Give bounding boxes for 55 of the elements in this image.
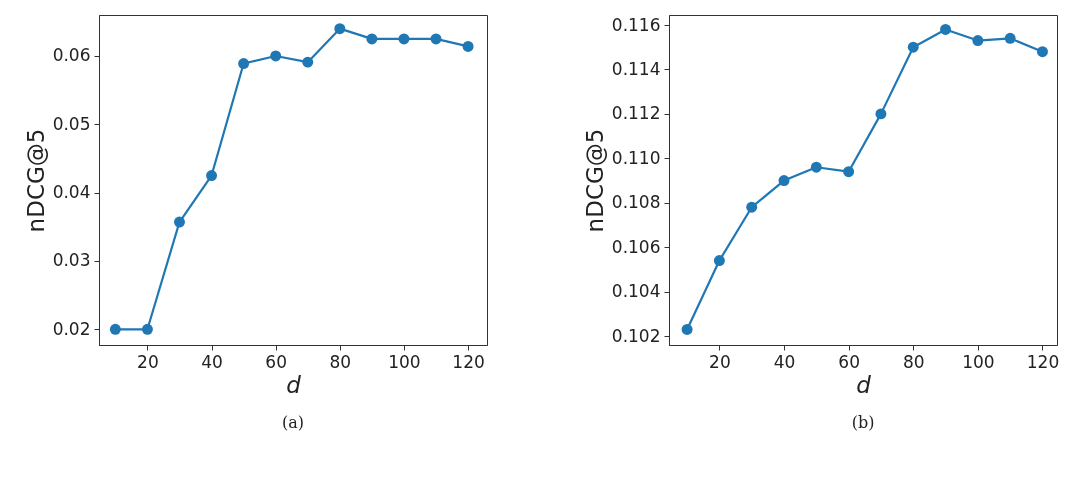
x-tick-label: 60 bbox=[265, 351, 287, 372]
y-tick-label: 0.04 bbox=[52, 182, 91, 203]
point bbox=[1036, 46, 1048, 58]
y-tick-label: 0.116 bbox=[611, 14, 661, 35]
y-axis-title: nDCG@5 bbox=[581, 128, 608, 233]
point bbox=[366, 33, 378, 45]
y-tick-label: 0.106 bbox=[611, 236, 661, 257]
point bbox=[141, 323, 153, 335]
point bbox=[843, 166, 855, 178]
x-axis-title: d bbox=[856, 371, 872, 398]
point bbox=[1004, 32, 1016, 44]
point bbox=[681, 323, 693, 335]
point bbox=[940, 23, 952, 35]
x-tick-label: 120 bbox=[452, 351, 485, 372]
point bbox=[810, 161, 822, 173]
y-tick-label: 0.112 bbox=[611, 103, 661, 124]
x-tick-label: 40 bbox=[773, 351, 796, 372]
point bbox=[907, 41, 919, 53]
x-tick-label: 40 bbox=[201, 351, 223, 372]
x-tick-label: 80 bbox=[902, 351, 925, 372]
text: (a) bbox=[281, 413, 305, 432]
point bbox=[270, 50, 282, 62]
y-axis-title: nDCG@5 bbox=[22, 128, 49, 233]
point bbox=[972, 35, 984, 47]
x-tick-label: 100 bbox=[962, 351, 995, 372]
point bbox=[302, 56, 314, 68]
x-tick-label: 20 bbox=[709, 351, 731, 372]
y-tick-label: 0.03 bbox=[52, 250, 91, 271]
point bbox=[713, 255, 725, 267]
point bbox=[430, 33, 442, 45]
y-tick-label: 0.02 bbox=[52, 318, 91, 339]
text: (b) bbox=[851, 413, 875, 432]
point bbox=[334, 23, 346, 35]
x-axis-title: d bbox=[286, 371, 302, 398]
x-tick-label: 20 bbox=[137, 351, 159, 372]
point bbox=[174, 216, 185, 228]
x-tick-label: 100 bbox=[388, 351, 421, 372]
y-tick-label: 0.06 bbox=[52, 45, 91, 66]
point bbox=[875, 108, 887, 120]
point bbox=[109, 323, 121, 335]
x-tick-label: 80 bbox=[329, 351, 352, 372]
point bbox=[206, 170, 218, 182]
x-tick-label: 120 bbox=[1026, 351, 1060, 372]
y-tick-label: 0.110 bbox=[611, 147, 661, 168]
point bbox=[238, 58, 250, 69]
y-tick-label: 0.05 bbox=[52, 113, 91, 134]
y-tick-label: 0.108 bbox=[611, 192, 661, 213]
y-tick-label: 0.102 bbox=[611, 325, 661, 346]
point bbox=[398, 33, 410, 45]
x-tick-label: 60 bbox=[838, 351, 860, 372]
point bbox=[778, 175, 790, 187]
point bbox=[462, 40, 474, 52]
point bbox=[746, 201, 758, 213]
y-tick-label: 0.114 bbox=[611, 58, 661, 79]
y-tick-label: 0.104 bbox=[611, 281, 661, 302]
